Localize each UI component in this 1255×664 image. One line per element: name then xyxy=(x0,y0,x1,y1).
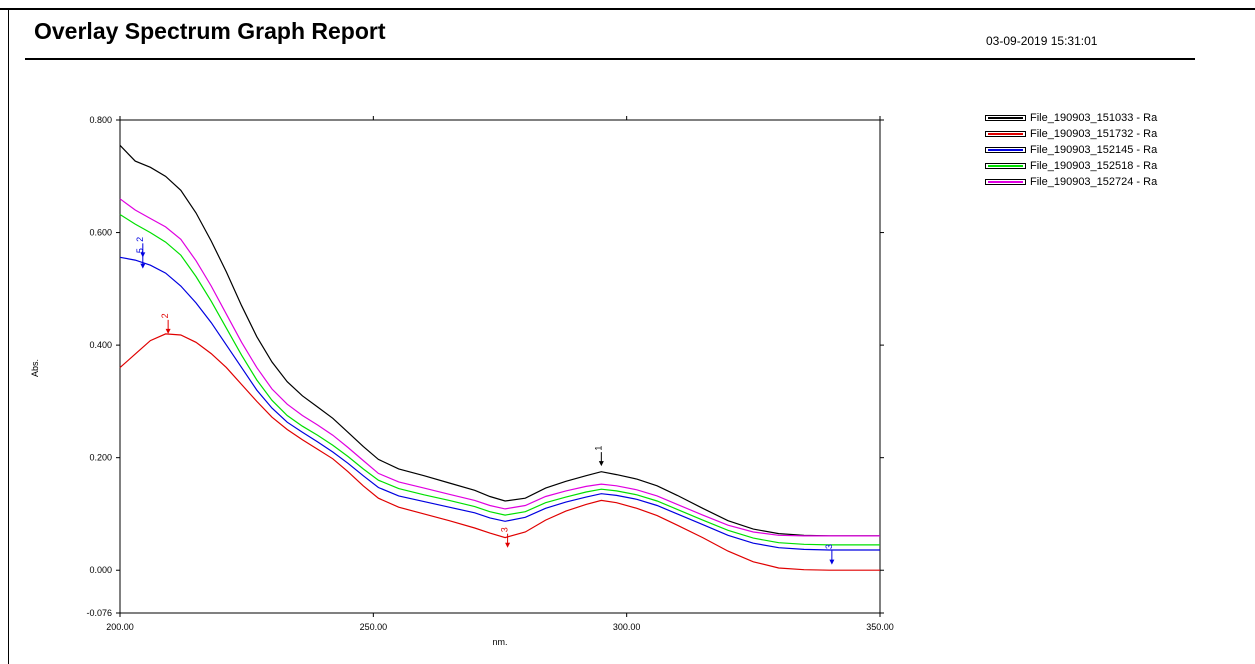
chart-series xyxy=(119,144,880,571)
legend-item[interactable]: File_190903_151033 - Ra xyxy=(985,110,1240,126)
series-line xyxy=(119,213,880,546)
annotation-label: 3 xyxy=(824,544,834,549)
y-tick-label: 0.600 xyxy=(89,228,112,238)
legend-swatch xyxy=(985,179,1026,185)
x-tick-label: 250.00 xyxy=(360,622,388,632)
legend-swatch xyxy=(985,147,1026,153)
plot-frame xyxy=(119,119,881,614)
series-line xyxy=(119,333,880,571)
legend-color-line xyxy=(988,165,1023,167)
x-tick-label: 350.00 xyxy=(866,622,894,632)
series-line xyxy=(119,256,880,551)
chart-axes xyxy=(119,119,881,614)
title-divider xyxy=(25,58,1195,60)
legend-item[interactable]: File_190903_152724 - Ra xyxy=(985,174,1240,190)
chart-annotations: 2 5 2 3 1 3 xyxy=(135,237,835,565)
annotation-label: 1 xyxy=(593,446,603,451)
y-tick-label: 0.800 xyxy=(89,115,112,125)
legend-label: File_190903_152724 - Ra xyxy=(1030,176,1158,188)
legend-label: File_190903_151033 - Ra xyxy=(1030,112,1158,124)
y-tick-label: 0.000 xyxy=(89,565,112,575)
annotation-arrowhead xyxy=(829,559,835,565)
legend-label: File_190903_151732 - Ra xyxy=(1030,128,1158,140)
legend-swatch xyxy=(985,131,1026,137)
annotation-arrowhead xyxy=(165,328,171,334)
legend-item[interactable]: File_190903_152145 - Ra xyxy=(985,142,1240,158)
frame-left-border xyxy=(8,8,9,664)
legend-color-line xyxy=(988,181,1023,183)
legend-swatch xyxy=(985,115,1026,121)
annotation-arrowhead xyxy=(505,542,511,548)
y-tick-label: 0.400 xyxy=(89,340,112,350)
legend-item[interactable]: File_190903_152518 - Ra xyxy=(985,158,1240,174)
chart-ticks: 0.800 0.600 0.400 0.200 0.000 -0.076 200.00 250… xyxy=(86,115,893,632)
series-line xyxy=(119,144,880,537)
legend-item[interactable]: File_190903_151732 - Ra xyxy=(985,126,1240,142)
y-tick-label: 0.200 xyxy=(89,453,112,463)
legend-color-line xyxy=(988,117,1023,119)
report-title: Overlay Spectrum Graph Report xyxy=(34,18,386,44)
legend-label: File_190903_152145 - Ra xyxy=(1030,144,1158,156)
legend-label: File_190903_152518 - Ra xyxy=(1030,160,1158,172)
frame-top-border xyxy=(0,8,1255,10)
x-axis-label: nm. xyxy=(492,637,507,647)
annotation-label: 5 xyxy=(135,248,145,253)
annotation-label: 2 xyxy=(160,313,170,318)
x-tick-label: 200.00 xyxy=(106,622,134,632)
legend-color-line xyxy=(988,149,1023,151)
annotation-label: 3 xyxy=(500,527,510,532)
y-axis-label: Abs. xyxy=(30,359,40,377)
legend-swatch xyxy=(985,163,1026,169)
legend-color-line xyxy=(988,133,1023,135)
annotation-label: 2 xyxy=(135,237,145,242)
chart-legend: File_190903_151033 - Ra File_190903_1517… xyxy=(985,110,1240,190)
annotation-arrowhead xyxy=(140,263,146,269)
annotation-arrowhead xyxy=(598,461,604,467)
series-line xyxy=(119,198,880,537)
x-tick-label: 300.00 xyxy=(613,622,641,632)
report-datetime: 03-09-2019 15:31:01 xyxy=(986,34,1098,48)
y-tick-label: -0.076 xyxy=(86,608,112,618)
